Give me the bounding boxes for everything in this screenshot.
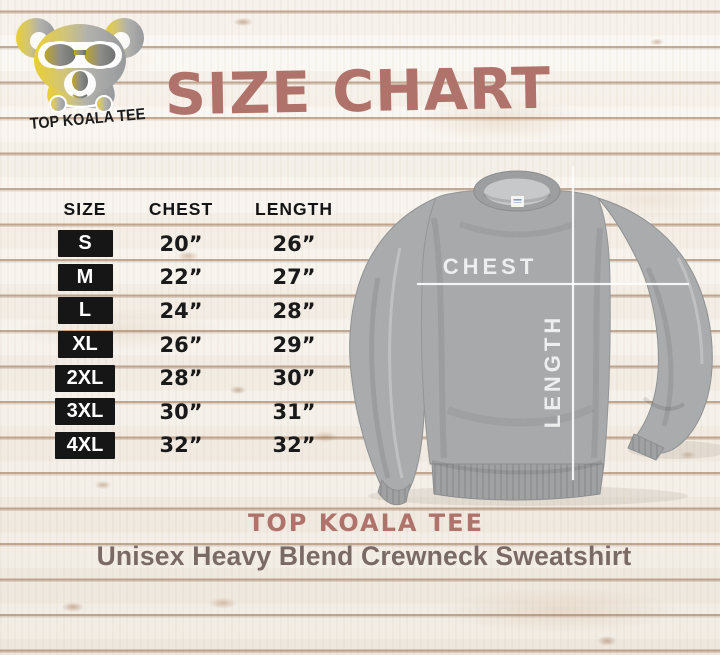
page-title: SIZE CHART	[164, 55, 552, 129]
table-row: 3XL 30” 31”	[45, 395, 355, 429]
size-table: SIZE CHEST LENGTH S 20” 26” M 22” 27” L …	[45, 192, 355, 462]
chest-value: 24”	[159, 298, 203, 323]
column-header-chest: CHEST	[148, 199, 214, 219]
size-badge: M	[57, 263, 113, 291]
table-row: XL 26” 29”	[45, 328, 355, 362]
table-row: 2XL 28” 30”	[45, 361, 355, 395]
brand-logo: TOP KOALA TEE	[12, 14, 162, 144]
column-header-length: LENGTH	[255, 199, 333, 219]
chest-value: 20”	[159, 231, 203, 256]
length-value: 31”	[272, 399, 316, 424]
length-value: 26”	[272, 231, 316, 256]
length-value: 30”	[272, 366, 316, 391]
chest-value: 30”	[159, 399, 203, 424]
column-header-size: SIZE	[63, 199, 107, 219]
table-row: M 22” 27”	[45, 261, 355, 295]
waistband	[431, 463, 605, 501]
sweatshirt-illustration	[349, 170, 720, 506]
size-badge: 2XL	[54, 364, 116, 392]
left-sleeve	[349, 197, 437, 506]
size-badge: L	[57, 297, 113, 325]
length-measure-line	[572, 167, 574, 480]
chest-measure-label: CHEST	[442, 254, 538, 279]
chest-value: 28”	[159, 366, 203, 391]
size-badge: S	[57, 230, 113, 258]
neck-tag	[511, 196, 524, 207]
collar	[473, 170, 561, 212]
length-measure-label: LENGTH	[540, 313, 565, 429]
length-value: 32”	[272, 433, 316, 458]
chest-value: 26”	[159, 332, 203, 357]
table-row: L 24” 28”	[45, 294, 355, 328]
koala-head	[16, 18, 144, 113]
chest-value: 22”	[159, 265, 203, 290]
footer-brand: TOP KOALA TEE	[248, 509, 484, 537]
right-sleeve	[596, 197, 713, 461]
chest-measure-line	[417, 283, 689, 285]
size-badge: 4XL	[54, 431, 116, 459]
size-badge: 3XL	[54, 398, 116, 426]
garment-group	[349, 170, 713, 506]
chest-value: 32”	[159, 433, 203, 458]
koala-sunglasses-icon	[16, 18, 144, 113]
length-value: 29”	[272, 332, 316, 357]
table-row: S 20” 26”	[45, 227, 355, 261]
size-badge: XL	[57, 331, 113, 359]
length-value: 28”	[272, 298, 316, 323]
size-table-header: SIZE CHEST LENGTH	[45, 192, 355, 227]
length-value: 27”	[272, 265, 316, 290]
table-row: 4XL 32” 32”	[45, 429, 355, 463]
sweatshirt-photo	[348, 158, 720, 506]
body-panel	[420, 188, 611, 501]
product-name: Unisex Heavy Blend Crewneck Sweatshirt	[96, 541, 632, 571]
